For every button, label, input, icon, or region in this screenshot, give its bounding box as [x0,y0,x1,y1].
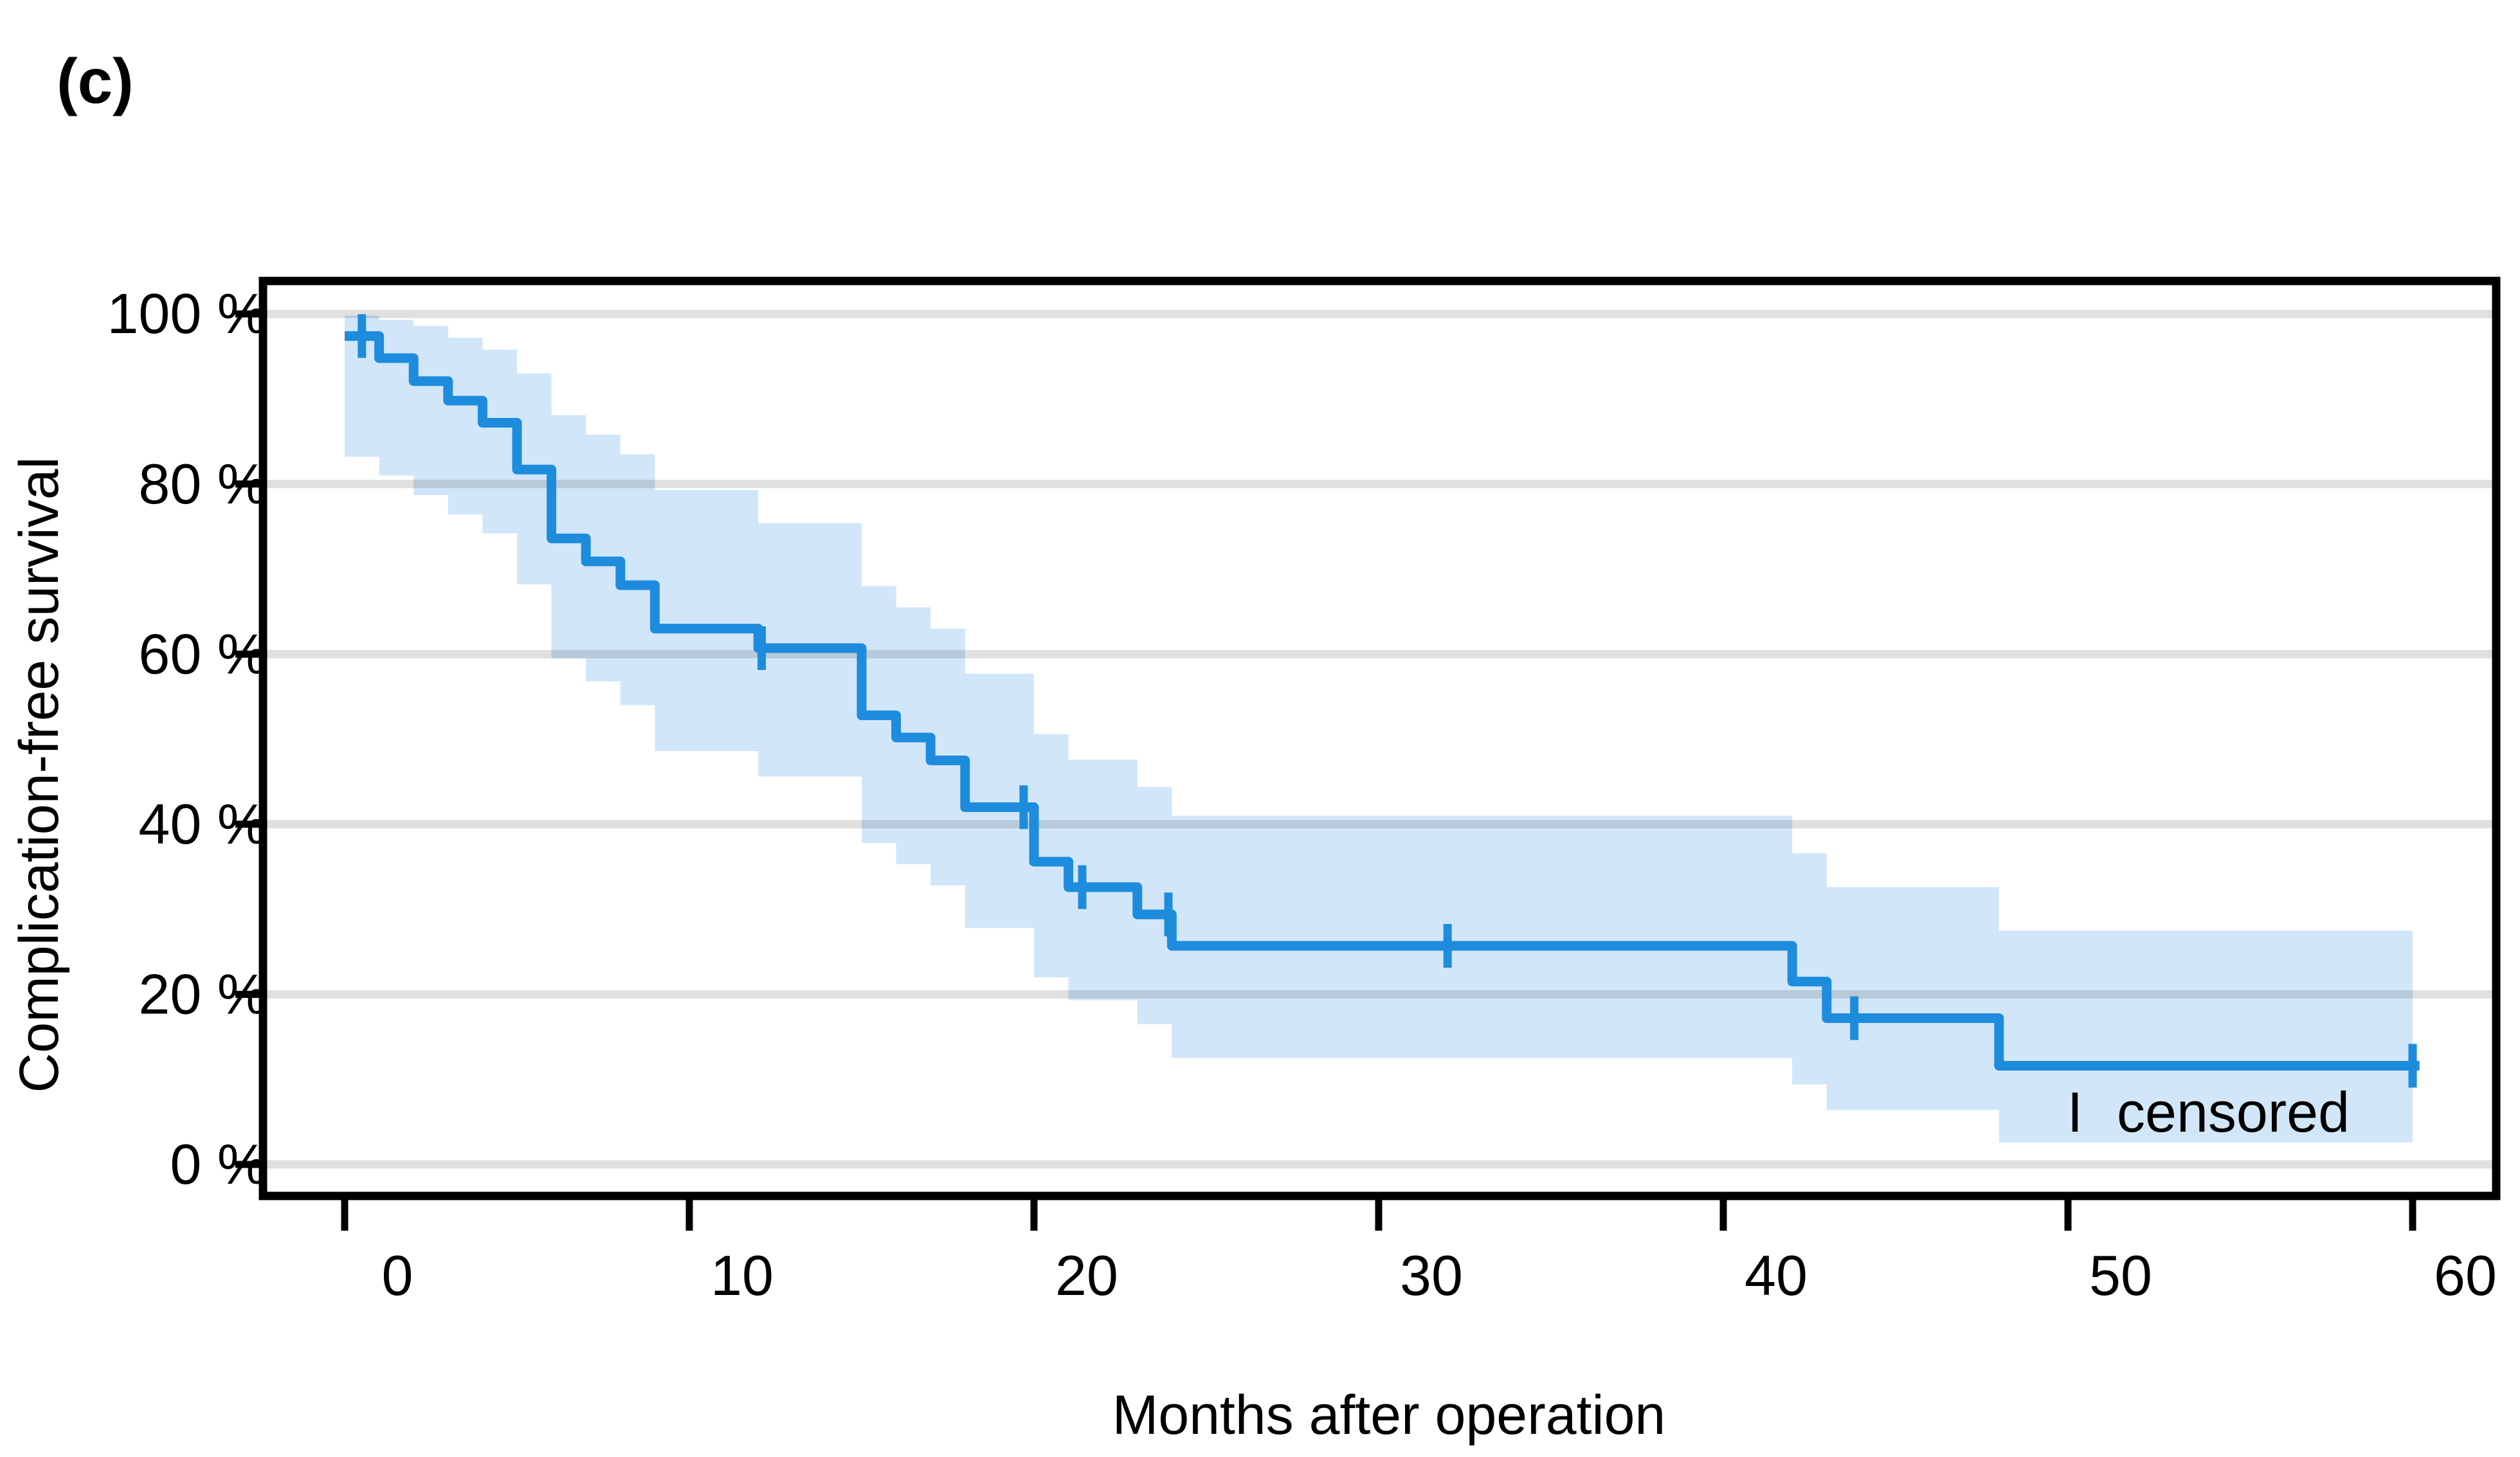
x-tick-label: 0 [382,1244,413,1307]
x-tick-label: 30 [1400,1244,1463,1307]
x-tick-label: 20 [1055,1244,1118,1307]
axis-ticks-layer [235,310,2416,1231]
y-axis-title: Complication-free survival [8,457,70,1092]
tick-labels-layer: 0 10 20 30 40 50 60 0 % 20 % 40 % 60 % 80 % 100 % [107,282,2496,1307]
legend-label: censored [2117,1080,2350,1144]
y-tick-label: 60 % [138,622,267,685]
legend: I censored [2067,1080,2350,1144]
x-tick-label: 60 [2434,1244,2497,1307]
x-tick-label: 50 [2089,1244,2152,1307]
x-tick-label: 10 [711,1244,774,1307]
ci-band [345,315,2413,1143]
plot-border [258,276,2501,1200]
y-tick-label: 20 % [138,962,267,1026]
y-tick-label: 80 % [138,452,267,516]
y-tick-label: 40 % [138,792,267,856]
censored-marker-glyph: I [2067,1080,2083,1144]
gridline-layer [267,309,2492,1169]
y-tick-label: 100 % [107,282,267,345]
y-tick-label: 0 % [170,1132,267,1196]
plot-border-layer [258,276,2501,1200]
x-axis-title: Months after operation [1112,1384,1666,1446]
x-tick-label: 40 [1745,1244,1808,1307]
figure-label: (c) [57,46,134,116]
confidence-band-layer [345,315,2413,1143]
survival-curve-layer [345,331,2420,1071]
survival-curve [345,331,2420,1071]
censor-marks-layer [358,314,2417,1088]
